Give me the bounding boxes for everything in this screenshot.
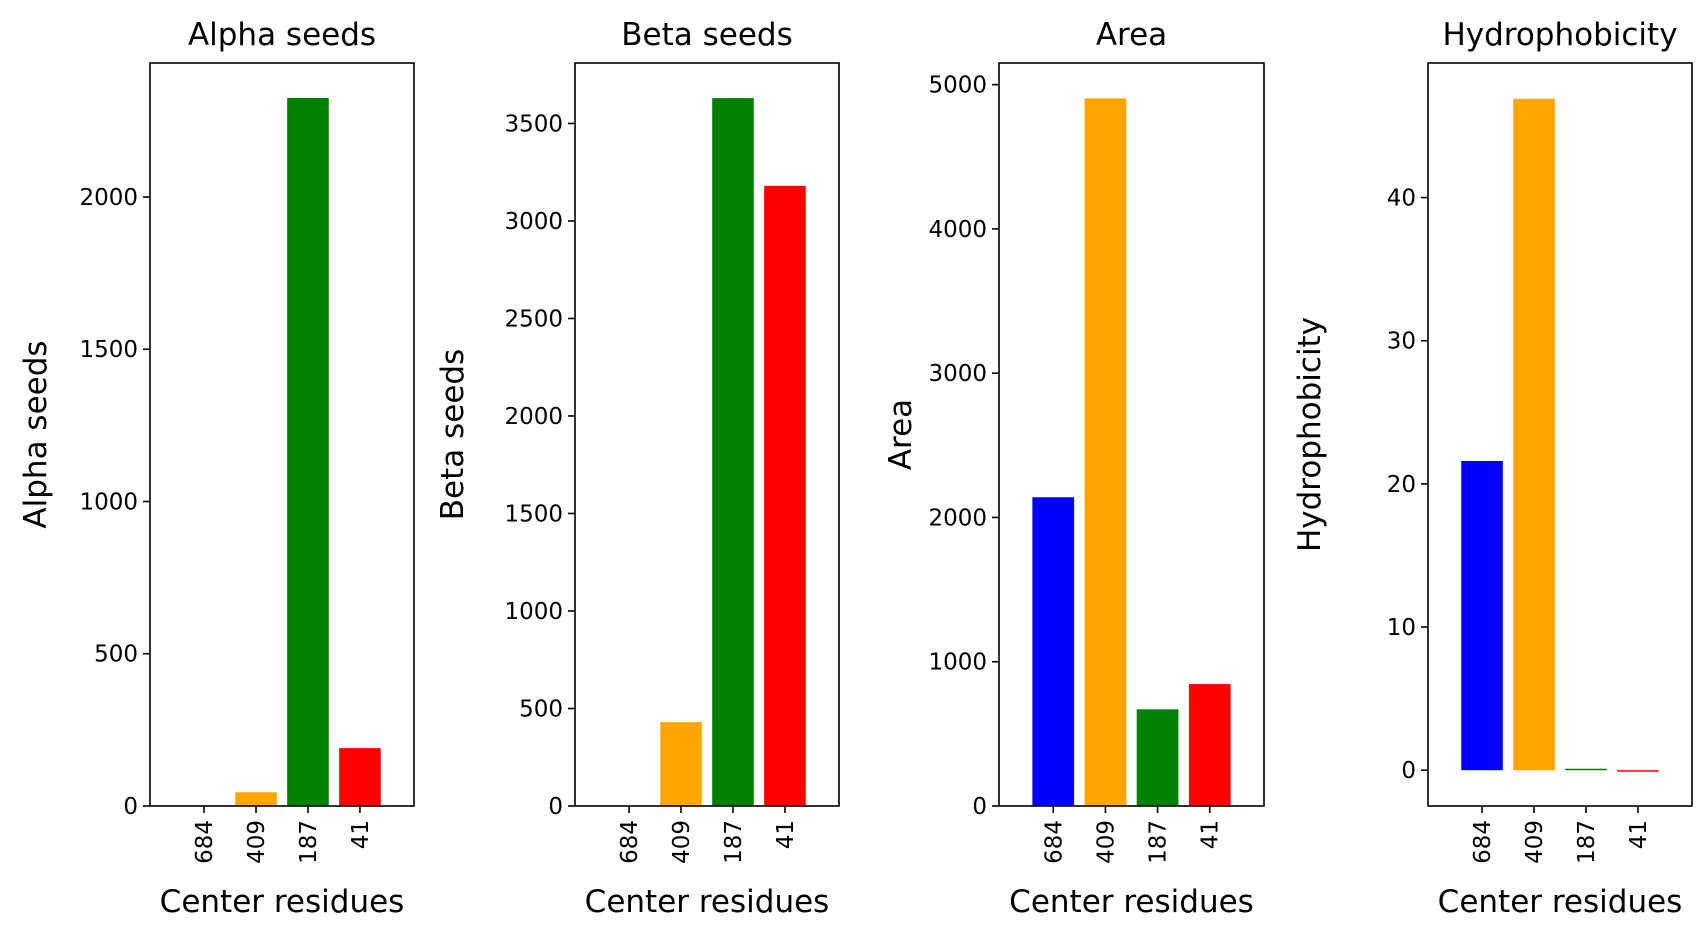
chart-panel-1: 0 500 1000 1500 2000 2500 3000 3500 684 409 187 41 B… <box>435 17 840 920</box>
x-tick-label: 684 <box>192 820 218 864</box>
chart-panel-2: 0 1000 2000 3000 4000 5000 684 409 187 41 Area Cent… <box>883 17 1265 920</box>
chart-title: Beta seeds <box>621 17 792 53</box>
plot-frame <box>998 62 1265 807</box>
bar-41 <box>1617 770 1659 772</box>
y-tick-label: 0 <box>548 794 563 820</box>
chart-panel-0: 0 500 1000 1500 2000 684 409 187 41 Alpha seeds Ce… <box>18 17 415 920</box>
x-axis-label: Center residues <box>160 884 405 920</box>
y-tick-label: 1000 <box>79 489 138 515</box>
x-tick-label: 41 <box>1198 820 1224 849</box>
y-tick-label: 20 <box>1387 472 1416 498</box>
x-tick-label: 41 <box>348 820 374 849</box>
chart-title: Alpha seeds <box>188 17 376 53</box>
x-tick-label: 409 <box>1522 820 1548 864</box>
plot-frame <box>149 62 415 807</box>
x-tick-label: 187 <box>721 820 747 864</box>
y-tick-label: 1500 <box>504 501 563 527</box>
x-tick-label: 684 <box>1470 820 1496 864</box>
x-axis-label: Center residues <box>585 884 830 920</box>
y-tick-label: 4000 <box>928 217 987 243</box>
y-tick-label: 0 <box>972 794 987 820</box>
y-tick-label: 500 <box>94 642 138 668</box>
bar-187 <box>1565 768 1607 771</box>
y-axis-label: Area <box>883 399 919 470</box>
x-tick-label: 409 <box>669 820 695 864</box>
y-axis-label: Beta seeds <box>435 349 471 520</box>
x-tick-label: 409 <box>1093 820 1119 864</box>
bar-409 <box>1084 98 1127 806</box>
chart-title: Area <box>1096 17 1167 53</box>
y-tick-label: 2000 <box>928 505 987 531</box>
y-tick-label: 2000 <box>504 404 563 430</box>
y-tick-label: 1500 <box>79 337 138 363</box>
x-axis-label: Center residues <box>1009 884 1254 920</box>
bar-187 <box>1136 709 1179 806</box>
x-tick-label: 41 <box>1626 820 1652 849</box>
y-tick-label: 2000 <box>79 185 138 211</box>
bar-409 <box>235 792 277 806</box>
y-tick-label: 0 <box>123 794 138 820</box>
y-tick-label: 1000 <box>504 599 563 625</box>
y-tick-label: 500 <box>519 696 563 722</box>
bar-409 <box>660 722 702 806</box>
x-axis-label: Center residues <box>1438 884 1683 920</box>
y-axis-label: Hydrophobicity <box>1292 317 1328 552</box>
chart-panel-3: 0 10 20 30 40 684 409 187 41 Hydrophobicity Center… <box>1292 17 1693 920</box>
bar-41 <box>1188 684 1231 806</box>
y-tick-label: 1000 <box>928 650 987 676</box>
y-axis-label: Alpha seeds <box>18 340 54 528</box>
bar-41 <box>339 748 381 806</box>
bar-409 <box>1513 98 1555 771</box>
x-tick-label: 41 <box>773 820 799 849</box>
x-tick-label: 187 <box>1574 820 1600 864</box>
x-tick-label: 187 <box>296 820 322 864</box>
plot-frame <box>1427 62 1693 807</box>
bar-41 <box>764 185 806 806</box>
bar-187 <box>712 98 754 807</box>
y-tick-label: 40 <box>1387 186 1416 212</box>
x-tick-label: 684 <box>1041 820 1067 864</box>
bar-684 <box>1461 460 1503 771</box>
x-tick-label: 187 <box>1146 820 1172 864</box>
y-tick-label: 3000 <box>928 361 987 387</box>
y-tick-label: 2500 <box>504 306 563 332</box>
bar-187 <box>287 98 329 807</box>
y-tick-label: 30 <box>1387 329 1416 355</box>
y-tick-label: 3500 <box>504 111 563 137</box>
y-tick-label: 0 <box>1401 758 1416 784</box>
chart-title: Hydrophobicity <box>1442 17 1677 53</box>
y-tick-label: 10 <box>1387 615 1416 641</box>
y-tick-label: 5000 <box>928 73 987 99</box>
y-tick-label: 3000 <box>504 209 563 235</box>
plot-frame <box>574 62 840 807</box>
bar-684 <box>1032 497 1075 806</box>
x-tick-label: 409 <box>244 820 270 864</box>
x-tick-label: 684 <box>617 820 643 864</box>
